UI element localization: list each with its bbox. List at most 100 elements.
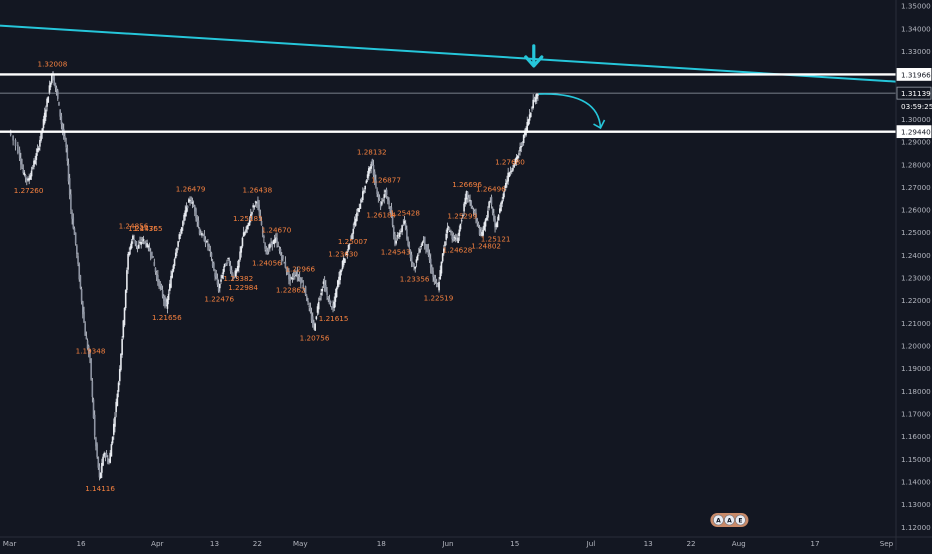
candle-body [251, 212, 253, 215]
candle-body [48, 85, 51, 94]
x-tick-label: Jun [441, 539, 453, 548]
candle-body [500, 202, 502, 212]
candle-body [230, 269, 233, 273]
candle-body [408, 245, 411, 248]
candle-body [489, 200, 492, 202]
candle-body [24, 174, 27, 179]
candle-body [290, 277, 293, 279]
candle-body [145, 243, 147, 247]
price-label: 1.26479 [176, 185, 206, 194]
price-label: 1.26184 [366, 210, 396, 219]
price-label: 1.27260 [14, 186, 44, 195]
candle-body [321, 288, 324, 292]
event-badge[interactable] [713, 514, 724, 526]
candle-body [172, 265, 175, 272]
candle-body [284, 261, 287, 268]
candle-body [121, 338, 123, 355]
candle-body [17, 144, 19, 154]
candle-body [514, 158, 517, 165]
projection-arrowhead [593, 119, 606, 130]
candle-body [132, 235, 134, 240]
candle-body [494, 219, 496, 228]
candle-body [328, 298, 331, 305]
candle-body [85, 336, 88, 340]
x-tick-label: Jul [586, 539, 596, 548]
y-tick-label: 1.18000 [901, 387, 931, 396]
candle-body [416, 255, 419, 261]
x-tick-label: 15 [510, 539, 519, 548]
x-tick-label: Sep [880, 539, 894, 548]
y-tick-label: 1.24000 [901, 251, 931, 260]
candle-body [452, 234, 455, 241]
candle-body [107, 457, 109, 463]
candle-body [371, 159, 374, 166]
candle-body [375, 179, 377, 187]
x-tick-label: 17 [810, 539, 819, 548]
candle-body [180, 227, 183, 234]
candle-body [213, 263, 215, 271]
candle-body [414, 266, 417, 269]
candle-body [496, 221, 499, 228]
x-tick-label: 22 [686, 539, 695, 548]
price-label: 1.23382 [223, 274, 253, 283]
candle-body [61, 123, 64, 131]
candle-body [289, 274, 291, 281]
event-badge[interactable] [735, 514, 746, 526]
event-badge[interactable] [724, 514, 735, 526]
candle-body [359, 203, 362, 209]
price-label: 1.22862 [276, 286, 306, 295]
y-tick-label: 1.33000 [901, 47, 931, 56]
candle-body [223, 263, 226, 268]
candle-body [78, 264, 81, 280]
candle-body [512, 167, 514, 171]
candle-body [92, 399, 95, 419]
candle-body [510, 170, 513, 172]
candle-body [518, 153, 520, 155]
candle-body [311, 316, 314, 325]
y-tick-label: 1.26000 [901, 206, 931, 215]
candle-body [147, 245, 150, 248]
candle-body [292, 276, 295, 278]
candle-body [240, 246, 243, 253]
candle-body [521, 143, 524, 145]
candle-body [254, 201, 257, 203]
candle-body [207, 243, 209, 247]
event-badge-letter: A [716, 518, 721, 525]
price-label: 1.23630 [328, 249, 358, 258]
candle-body [232, 274, 234, 280]
candle-body [95, 437, 97, 447]
price-label: 1.24056 [252, 259, 282, 268]
candle-body [278, 249, 281, 251]
candle-body [36, 148, 39, 153]
candle-body [301, 280, 303, 283]
candle-body [472, 209, 475, 211]
price-label: 1.24755 [133, 224, 163, 233]
candle-body [446, 227, 449, 233]
candle-body [192, 204, 195, 207]
candle-body [215, 273, 218, 279]
candle-body [433, 275, 436, 281]
candle-body [276, 237, 278, 243]
candle-body [314, 323, 316, 331]
candle-body [168, 283, 171, 291]
candle-body [406, 229, 408, 239]
candle-body [335, 287, 338, 298]
candle-body [105, 453, 108, 458]
candle-body [447, 226, 450, 228]
descending-trendline[interactable] [0, 24, 897, 83]
candle-body [470, 200, 473, 207]
candle-body [197, 220, 200, 227]
candle-body [65, 142, 67, 148]
candle-body [45, 109, 47, 118]
candle-body [504, 182, 507, 189]
price-label: 1.28132 [357, 147, 387, 156]
candle-body [34, 160, 36, 164]
candle-body [495, 223, 498, 227]
candle-body [258, 204, 260, 212]
candle-body [428, 254, 431, 261]
candle-body [27, 178, 29, 181]
candle-body [80, 288, 83, 302]
candle-body [319, 298, 321, 300]
